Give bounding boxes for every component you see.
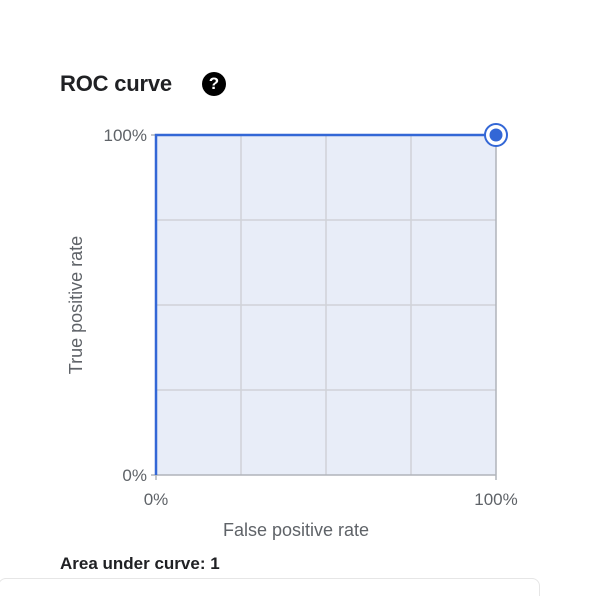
threshold-point: [489, 128, 503, 142]
x-tick-label-0: 0%: [144, 490, 169, 509]
y-tick-label-100: 100%: [104, 126, 147, 145]
auc-label: Area under curve: 1: [60, 554, 220, 573]
x-tick-label-100: 100%: [474, 490, 517, 509]
roc-chart: 0% 100% 0% 100% False positive rate True posi…: [66, 123, 518, 540]
roc-title: ROC curve: [60, 71, 172, 96]
title-row: ROC curve ?: [60, 68, 226, 100]
y-axis-title: True positive rate: [66, 236, 86, 374]
x-axis-title: False positive rate: [223, 520, 369, 540]
next-card: [0, 578, 540, 596]
roc-series-line: [154, 133, 496, 475]
y-tick-label-0: 0%: [122, 466, 147, 485]
help-icon[interactable]: ?: [201, 72, 226, 96]
